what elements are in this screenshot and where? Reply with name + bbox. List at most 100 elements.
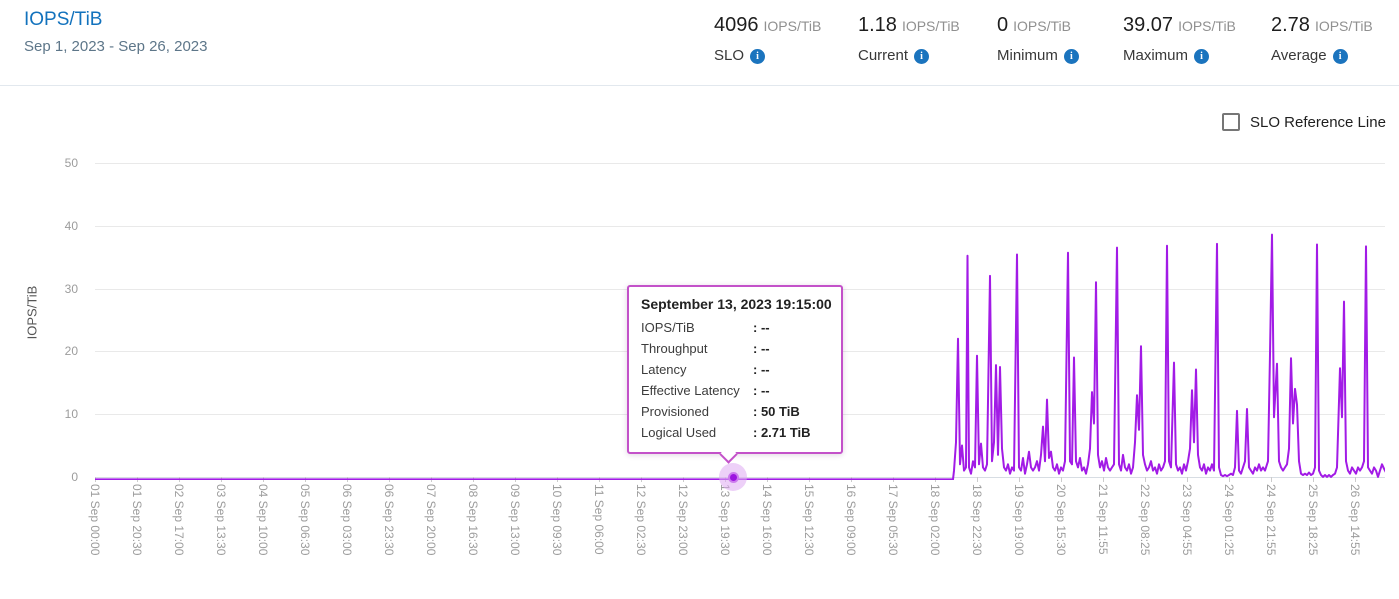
- x-axis-label: 01 Sep 20:30: [130, 484, 144, 556]
- x-axis-label: 22 Sep 08:25: [1138, 484, 1152, 556]
- info-icon[interactable]: i: [1063, 49, 1079, 64]
- stat-label: SLO: [714, 47, 745, 64]
- x-axis-tick-mark: [1355, 477, 1356, 482]
- x-axis-label: 10 Sep 09:30: [550, 484, 564, 556]
- page-title: IOPS/TiB: [24, 9, 103, 30]
- x-axis-label: 16 Sep 09:00: [844, 484, 858, 556]
- y-axis-tick-label: 40: [64, 218, 78, 233]
- x-axis-label: 02 Sep 17:00: [172, 484, 186, 556]
- x-axis-label: 25 Sep 18:25: [1306, 484, 1320, 556]
- stat-unit: IOPS/TiB: [763, 18, 822, 34]
- slo-reference-line-control[interactable]: SLO Reference Line: [1222, 113, 1386, 131]
- info-icon[interactable]: i: [1332, 49, 1348, 64]
- x-axis-label: 09 Sep 13:00: [508, 484, 522, 556]
- x-axis-label: 26 Sep 14:55: [1348, 484, 1362, 556]
- tooltip-row: Logical Used : 2.71 TiB: [641, 422, 829, 443]
- date-range: Sep 1, 2023 - Sep 26, 2023: [24, 38, 208, 55]
- x-axis-tick-mark: [1061, 477, 1062, 482]
- tooltip-value: : --: [753, 383, 770, 398]
- gridline: [95, 163, 1385, 164]
- tooltip-label: Effective Latency: [641, 383, 740, 398]
- stat-value: 39.07: [1123, 14, 1174, 36]
- slo-reference-line-label: SLO Reference Line: [1250, 113, 1386, 131]
- series-line-iops[interactable]: [95, 150, 1385, 480]
- stat-label: Current: [858, 47, 909, 64]
- y-axis-tick-label: 10: [64, 407, 78, 422]
- stat-label: Maximum: [1123, 47, 1189, 64]
- x-axis-label: 18 Sep 22:30: [970, 484, 984, 556]
- hover-point-dot[interactable]: [727, 471, 739, 483]
- info-icon[interactable]: i: [750, 49, 766, 64]
- x-axis-label: 19 Sep 19:00: [1012, 484, 1026, 556]
- x-axis-tick-mark: [1313, 477, 1314, 482]
- x-axis-label: 21 Sep 11:55: [1096, 484, 1110, 555]
- x-axis-label: 01 Sep 00:00: [88, 484, 102, 556]
- info-icon[interactable]: i: [914, 49, 930, 64]
- x-axis-tick-mark: [977, 477, 978, 482]
- x-axis-label: 24 Sep 21:55: [1264, 484, 1278, 556]
- x-axis-tick-mark: [1145, 477, 1146, 482]
- tooltip-value: : --: [753, 362, 770, 377]
- x-axis-label: 06 Sep 23:30: [382, 484, 396, 556]
- x-axis-tick-mark: [1103, 477, 1104, 482]
- tooltip-row: Effective Latency : --: [641, 380, 829, 401]
- x-axis-label: 08 Sep 16:30: [466, 484, 480, 556]
- stat-label: Minimum: [997, 47, 1058, 64]
- x-axis-label: 05 Sep 06:30: [298, 484, 312, 556]
- slo-reference-line-checkbox[interactable]: [1222, 113, 1240, 131]
- tooltip-row: Throughput : --: [641, 338, 829, 359]
- x-axis-label: 13 Sep 19:30: [718, 484, 732, 556]
- x-axis-tick-mark: [1019, 477, 1020, 482]
- tooltip-label: Logical Used: [641, 425, 717, 440]
- y-axis-tick-label: 20: [64, 344, 78, 359]
- x-axis-label: 14 Sep 16:00: [760, 484, 774, 556]
- x-axis-label: 07 Sep 20:00: [424, 484, 438, 556]
- y-axis-tick-label: 30: [64, 281, 78, 296]
- chart-tooltip: September 13, 2023 19:15:00 IOPS/TiB : --…: [627, 285, 843, 464]
- gridline: [95, 225, 1385, 227]
- stat-unit: IOPS/TiB: [1178, 18, 1236, 34]
- x-axis-tick-mark: [1187, 477, 1188, 482]
- x-axis-label: 04 Sep 10:00: [256, 484, 270, 556]
- tooltip-value: : --: [753, 320, 770, 335]
- stat-unit: IOPS/TiB: [1314, 18, 1373, 34]
- x-axis-label: 24 Sep 01:25: [1222, 484, 1236, 556]
- y-axis-tick-label: 50: [64, 156, 78, 170]
- tooltip-timestamp: September 13, 2023 19:15:00: [641, 296, 832, 312]
- tooltip-value: : 50 TiB: [753, 404, 800, 419]
- x-axis-label: 12 Sep 23:00: [676, 484, 690, 556]
- chart-header: IOPS/TiB Sep 1, 2023 - Sep 26, 2023 4096…: [0, 0, 1399, 85]
- tooltip-row: Latency : --: [641, 359, 829, 380]
- x-axis-label: 03 Sep 13:30: [214, 484, 228, 556]
- stat-value: 4096: [714, 14, 759, 36]
- tooltip-row: IOPS/TiB : --: [641, 317, 829, 338]
- info-icon[interactable]: i: [1194, 49, 1210, 64]
- stat-value: 0: [997, 14, 1009, 36]
- y-axis-tick-label: 0: [71, 470, 78, 484]
- iops-per-tib-chart[interactable]: IOPS/TiB 0 10 20 30 40 50 01 Sep 00:00 01 Sep …: [0, 140, 1399, 599]
- tooltip-label: IOPS/TiB: [641, 320, 695, 335]
- x-axis-tick-mark: [1271, 477, 1272, 482]
- x-axis-label: 17 Sep 05:30: [886, 484, 900, 556]
- x-axis-label: 12 Sep 02:30: [634, 484, 648, 556]
- tooltip-value: : --: [753, 341, 770, 356]
- tooltip-row: Provisioned : 50 TiB: [641, 401, 829, 422]
- x-axis-label: 23 Sep 04:55: [1180, 484, 1194, 556]
- tooltip-label: Throughput: [641, 341, 708, 356]
- stat-label: Average: [1271, 47, 1327, 64]
- y-axis-title: IOPS/TiB: [24, 285, 40, 340]
- x-axis-label: 20 Sep 15:30: [1054, 484, 1068, 556]
- x-axis-label: 15 Sep 12:30: [802, 484, 816, 556]
- x-axis-label: 06 Sep 03:00: [340, 484, 354, 556]
- tooltip-label: Latency: [641, 362, 687, 377]
- x-axis-label: 18 Sep 02:00: [928, 484, 942, 556]
- header-divider: [0, 85, 1399, 86]
- x-axis-tick-mark: [1229, 477, 1230, 482]
- tooltip-label: Provisioned: [641, 404, 709, 419]
- x-axis-label: 11 Sep 06:00: [592, 484, 606, 555]
- stat-unit: IOPS/TiB: [901, 18, 960, 34]
- tooltip-value: : 2.71 TiB: [753, 425, 811, 440]
- stat-unit: IOPS/TiB: [1013, 18, 1071, 34]
- stat-value: 1.18: [858, 14, 897, 36]
- stat-value: 2.78: [1271, 14, 1310, 36]
